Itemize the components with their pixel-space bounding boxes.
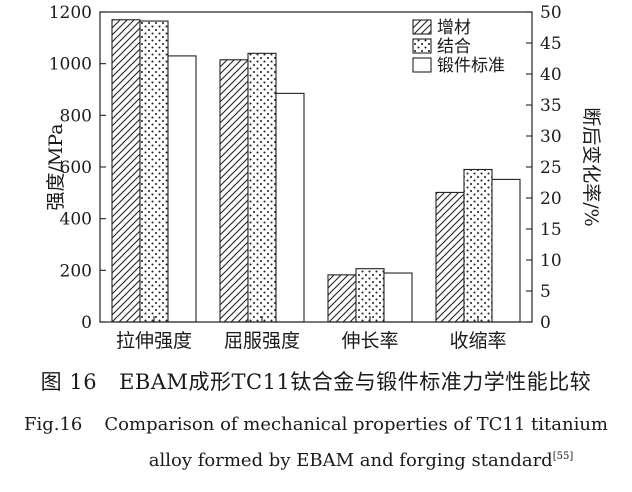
x-tick-label: 收缩率 bbox=[449, 330, 506, 352]
y-tick-label: 400 bbox=[60, 210, 92, 230]
y2-tick-label: 35 bbox=[540, 96, 562, 116]
caption-en-text: Comparison of mechanical properties of T… bbox=[104, 414, 608, 435]
caption-reference: [55] bbox=[552, 451, 574, 462]
bar-dots bbox=[355, 268, 385, 323]
legend-label: 结合 bbox=[437, 37, 471, 57]
y-tick-label: 200 bbox=[60, 261, 92, 281]
caption-cn-tag: 图 16 bbox=[40, 370, 98, 394]
legend-swatch-plain bbox=[412, 57, 432, 73]
figure-caption-en-line2: alloy formed by EBAM and forging standar… bbox=[90, 450, 632, 471]
y-tick-label: 600 bbox=[60, 158, 92, 178]
y2-tick-label: 30 bbox=[540, 127, 562, 147]
bar-dots bbox=[139, 20, 169, 323]
bar-hatch bbox=[327, 274, 357, 323]
bar-plain bbox=[275, 92, 305, 323]
y2-tick-label: 20 bbox=[540, 189, 562, 209]
bar-dots bbox=[463, 168, 493, 323]
y2-axis-title: 断后变化率/% bbox=[580, 107, 602, 226]
y-tick-label: 0 bbox=[81, 313, 92, 333]
figure-caption-cn: 图 16 EBAM成形TC11钛合金与锻件标准力学性能比较 bbox=[0, 366, 632, 396]
figure-caption-en-line1: Fig.16 Comparison of mechanical propertie… bbox=[0, 414, 632, 435]
y2-tick-label: 15 bbox=[540, 220, 562, 240]
y2-tick-label: 45 bbox=[540, 34, 562, 54]
caption-cn-text: EBAM成形TC11钛合金与锻件标准力学性能比较 bbox=[119, 370, 592, 394]
x-tick-label: 拉伸强度 bbox=[116, 330, 192, 352]
legend-swatch-dots bbox=[412, 38, 432, 54]
x-tick-label: 伸长率 bbox=[341, 330, 398, 352]
plot-frame bbox=[99, 11, 533, 323]
bar-hatch bbox=[219, 59, 249, 323]
x-tick-label: 屈服强度 bbox=[224, 330, 300, 352]
bar-plain bbox=[491, 178, 521, 323]
y2-tick-label: 10 bbox=[540, 251, 562, 271]
y-axis-title: 强度/MPa bbox=[45, 123, 67, 210]
caption-en-tag: Fig.16 bbox=[23, 414, 83, 435]
bar-plain bbox=[383, 272, 413, 323]
y-tick-label: 1000 bbox=[49, 55, 92, 75]
legend-label: 锻件标准 bbox=[437, 56, 505, 76]
bar-hatch bbox=[111, 19, 141, 323]
y2-tick-label: 50 bbox=[540, 3, 562, 23]
legend-label: 增材 bbox=[437, 18, 471, 38]
bar-plain bbox=[167, 55, 197, 323]
y2-tick-label: 0 bbox=[540, 313, 551, 333]
y2-tick-label: 25 bbox=[540, 158, 562, 178]
y2-tick-label: 5 bbox=[540, 282, 551, 302]
y-tick-label: 1200 bbox=[49, 3, 92, 23]
legend-swatch-hatch bbox=[412, 19, 432, 35]
y2-tick-label: 40 bbox=[540, 65, 562, 85]
bar-dots bbox=[247, 52, 277, 323]
caption-en-text-line2: alloy formed by EBAM and forging standar… bbox=[148, 450, 553, 471]
bar-chart: 0 200 400 600 800 1000 1200 0 5 10 15 20 25 30 35 40 45 5… bbox=[45, 3, 602, 352]
bar-hatch bbox=[435, 191, 465, 323]
y-tick-label: 800 bbox=[60, 106, 92, 126]
